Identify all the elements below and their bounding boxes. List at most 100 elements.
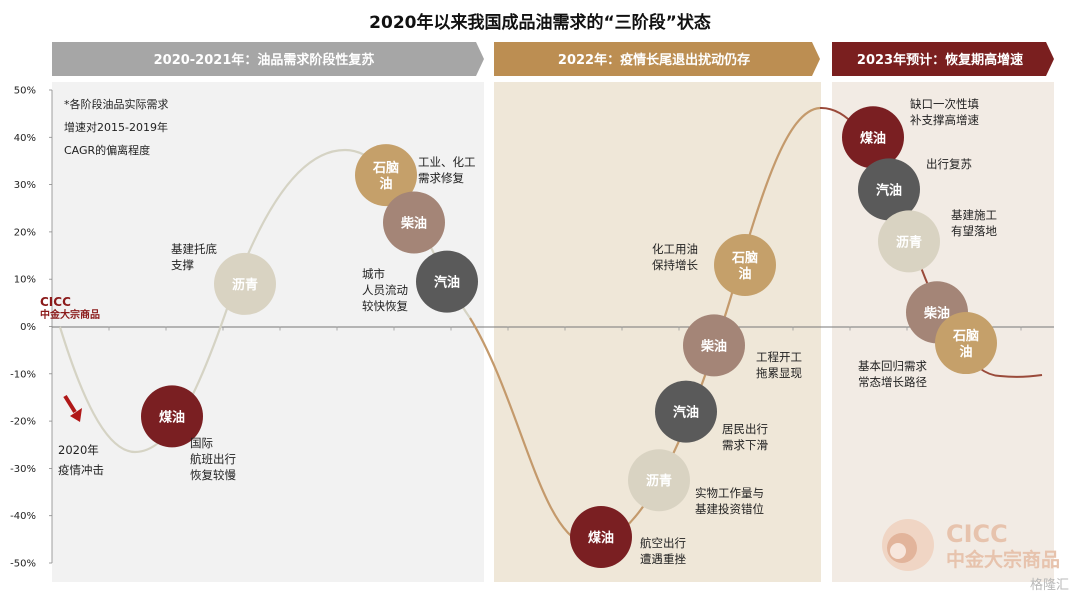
stage-3-label: 2023年预计：恢复期高增速 [857, 52, 1023, 68]
y-tick-label: 40% [14, 133, 36, 144]
bubble: 煤油 [842, 106, 904, 169]
chart-title: 2020年以来我国成品油需求的“三阶段”状态 [369, 13, 711, 33]
bubble-circle [935, 312, 997, 375]
bubble-label: 汽油 [876, 182, 902, 198]
bubble-circle [655, 380, 717, 443]
note-line-1: *各阶段油品实际需求 [64, 97, 169, 111]
bubble-circle [214, 252, 276, 315]
bubble-annotation: 工业、化工 [418, 155, 476, 169]
cicc-logo-subtitle: 中金大宗商品 [40, 308, 100, 321]
y-tick-label: 30% [14, 180, 36, 191]
bubble-label: 煤油 [860, 130, 886, 146]
bubble-label: 油 [738, 266, 751, 282]
bubble-annotation: 支撑 [171, 258, 194, 272]
bubble-label: 煤油 [588, 530, 614, 546]
start-annotation-line-1: 2020年 [58, 443, 99, 457]
y-tick-label: -30% [10, 464, 36, 475]
bubble: 沥青 [628, 449, 690, 512]
y-tick-label: -20% [10, 417, 36, 428]
stage-1-banner [52, 42, 484, 76]
bubble-circle [878, 210, 940, 273]
bubble: 沥青 [214, 252, 276, 315]
bubble-annotation: 化工用油 [652, 242, 698, 256]
bubble-label: 柴油 [400, 215, 427, 231]
bubble-annotation: 拖累显现 [756, 366, 802, 380]
bubble: 汽油 [858, 158, 920, 221]
bubble-circle [355, 144, 417, 207]
bubble-annotation: 需求下滑 [722, 438, 768, 452]
bubble-annotation: 工程开工 [756, 350, 802, 364]
bubble-circle [842, 106, 904, 169]
y-tick-label: -50% [10, 559, 36, 570]
bubble-label: 煤油 [159, 409, 185, 425]
bubble-label: 沥青 [232, 277, 258, 293]
bubble: 石脑油 [935, 312, 997, 375]
bubble-annotation: 缺口一次性填 [910, 97, 979, 111]
cicc-swirl-icon [882, 519, 934, 571]
watermark-subtitle: 中金大宗商品 [946, 548, 1060, 571]
stage-2-banner [494, 42, 820, 76]
bubble-label: 汽油 [434, 275, 460, 291]
bubble-annotation: 基建投资错位 [695, 502, 764, 516]
y-tick-label: 0% [20, 322, 36, 333]
bubble-label: 石脑 [731, 250, 758, 266]
y-tick-label: -40% [10, 511, 36, 522]
y-tick-label: 20% [14, 227, 36, 238]
bubble: 柴油 [383, 191, 445, 254]
bubble-label: 石脑 [952, 328, 979, 344]
bubble-annotation: 遭遇重挫 [640, 552, 686, 566]
y-tick-label: 50% [14, 86, 36, 97]
bubble: 汽油 [416, 250, 478, 313]
note-line-3: CAGR的偏离程度 [64, 143, 150, 157]
bubble: 柴油 [683, 314, 745, 377]
bubble-circle [714, 234, 776, 297]
watermark: CICC 中金大宗商品 格隆汇 [882, 519, 1069, 593]
bubble-annotation: 航班出行 [190, 452, 236, 466]
y-tick-group: 50% 40% 30% 20% 10% 0% -10% -20% -30% -40% -50% [10, 86, 52, 570]
bubble-group: 煤油国际航班出行恢复较慢沥青基建托底支撑石脑油工业、化工需求修复柴油汽油城市人员… [141, 97, 997, 568]
bubble-annotation: 基本回归需求 [858, 359, 927, 373]
bubble-annotation: 航空出行 [640, 536, 686, 550]
bubble: 石脑油 [714, 234, 776, 297]
y-tick-label: 10% [14, 275, 36, 286]
bubble-circle [683, 314, 745, 377]
bubble-annotation: 实物工作量与 [695, 486, 764, 500]
start-annotation-line-2: 疫情冲击 [58, 463, 104, 477]
bubble-annotation: 基建施工 [951, 208, 997, 222]
stage-2-label: 2022年：疫情长尾退出扰动仍存 [558, 52, 750, 68]
bubble-label: 油 [959, 344, 972, 360]
bubble-annotation: 恢复较慢 [190, 468, 236, 482]
note-line-2: 增速对2015-2019年 [64, 120, 168, 134]
bubble-circle [858, 158, 920, 221]
bubble: 沥青 [878, 210, 940, 273]
bubble-label: 汽油 [673, 405, 699, 421]
bubble: 汽油 [655, 380, 717, 443]
bubble-annotation: 需求修复 [418, 171, 464, 185]
bubble-circle [141, 385, 203, 448]
bubble-label: 沥青 [896, 234, 922, 250]
bubble-annotation: 较快恢复 [362, 299, 408, 313]
bubble-circle [416, 250, 478, 313]
bubble-label: 油 [379, 176, 392, 192]
watermark-cicc-text: CICC [946, 520, 1008, 548]
bubble-label: 沥青 [646, 473, 672, 489]
bubble-annotation: 国际 [190, 436, 213, 450]
bubble-circle [570, 505, 632, 568]
bubble-circle [628, 449, 690, 512]
down-arrow-icon [63, 394, 82, 422]
bubble-label: 石脑 [372, 160, 399, 176]
bubble-label: 柴油 [923, 305, 950, 321]
cicc-logo-text: CICC [40, 295, 71, 309]
stage-1-label: 2020-2021年：油品需求阶段性复苏 [154, 52, 375, 68]
watermark-site: 格隆汇 [1030, 577, 1069, 593]
bubble: 煤油 [141, 385, 203, 448]
stage-3-banner [832, 42, 1054, 76]
bubble-label: 柴油 [700, 338, 727, 354]
bubble-annotation: 保持增长 [652, 258, 698, 272]
bubble-annotation: 城市 [362, 267, 385, 281]
bubble: 石脑油 [355, 144, 417, 207]
bubble-annotation: 居民出行 [722, 422, 768, 436]
baseline-tick-group [108, 326, 1022, 331]
bubble: 煤油 [570, 505, 632, 568]
